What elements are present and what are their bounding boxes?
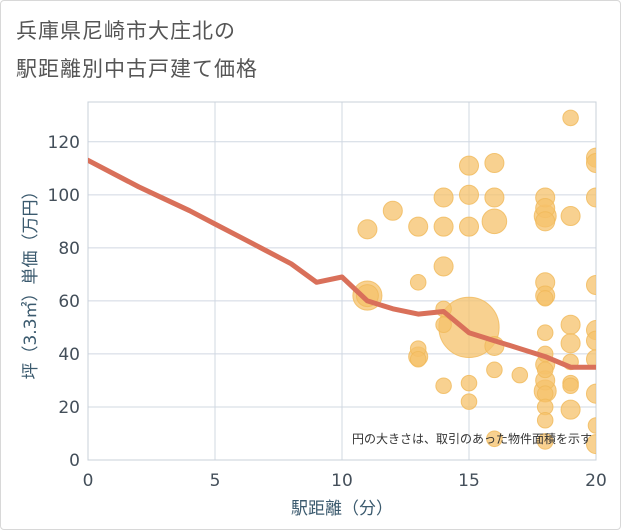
data-point [560,314,581,335]
x-tick-label: 0 [83,471,94,491]
data-point [458,155,480,176]
y-tick-label: 100 [48,186,80,206]
x-tick-label: 10 [331,471,353,491]
data-point [585,152,596,174]
data-point [536,361,554,379]
data-point [585,330,596,351]
data-point [433,216,454,237]
data-point [433,187,454,208]
data-point [460,374,478,392]
data-point [536,433,554,450]
y-tick-label: 20 [58,398,80,418]
data-point [433,256,454,277]
data-point [435,316,452,334]
data-point [409,350,427,368]
trend-series [88,157,596,370]
data-point [536,324,554,341]
data-point [536,289,554,307]
data-point [560,206,581,227]
data-point [435,377,452,395]
data-point [562,377,579,395]
size-note: 円の大きさは、取引のあった物件面積を示す [352,431,592,446]
data-point [357,219,378,240]
data-point [560,333,581,354]
y-tick-label: 0 [69,451,80,471]
axis-ticks: 0 5 10 15 20 0 20 40 60 80 100 120 [48,133,607,491]
chart-title-line1: 兵庫県尼崎市大庄北の [16,19,236,43]
bubble-series [352,109,596,455]
data-point [585,434,596,455]
data-point [585,187,596,208]
data-point [486,361,503,379]
data-point [484,152,505,174]
data-point [458,216,480,237]
data-point [458,184,480,205]
y-axis-title: 坪（3.3㎡）単価（万円） [21,182,41,379]
y-tick-label: 80 [58,239,80,259]
x-tick-label: 15 [458,471,480,491]
data-point [585,383,596,404]
data-point [511,366,529,384]
y-tick-label: 120 [48,133,80,153]
data-point [484,187,505,208]
y-tick-label: 40 [58,345,80,365]
x-axis-title: 駅距離（分） [291,499,393,519]
average-trend-line [88,157,596,370]
data-point [460,393,478,410]
y-tick-label: 60 [58,292,80,312]
x-tick-label: 5 [210,471,221,491]
data-point [409,274,427,291]
data-point [486,430,503,448]
chart-title-line2: 駅距離別中古戸建て価格 [16,57,258,81]
data-point [560,399,581,420]
data-point [408,216,429,237]
data-point [562,109,579,127]
data-point [535,211,556,232]
data-point [382,200,403,221]
x-tick-label: 20 [585,471,607,491]
data-point [481,208,508,235]
data-point [536,411,554,429]
data-point [585,274,596,296]
data-point [587,417,596,434]
